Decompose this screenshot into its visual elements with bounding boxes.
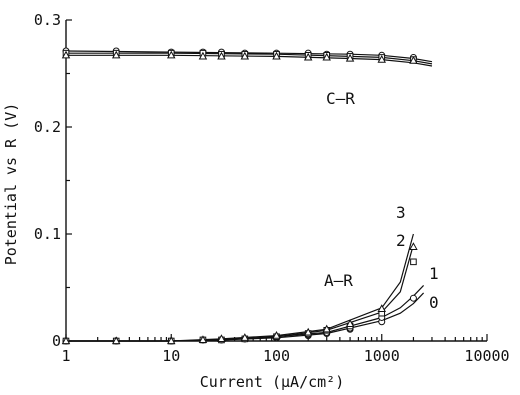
x-tick-label: 1000 bbox=[364, 347, 400, 365]
x-tick-label: 10 bbox=[162, 347, 180, 365]
curves bbox=[65, 50, 433, 342]
x-tick-label: 10000 bbox=[464, 347, 509, 365]
ar-point-3 bbox=[167, 336, 176, 345]
curve-label-2: 2 bbox=[396, 231, 406, 250]
cr-point-2 bbox=[240, 51, 250, 60]
ar-curve-2 bbox=[66, 244, 414, 342]
y-tick-label: 0.2 bbox=[34, 118, 61, 136]
ar-curve-1 bbox=[66, 284, 425, 342]
cr-point-2 bbox=[217, 51, 226, 60]
x-tick-label: 100 bbox=[263, 347, 290, 365]
cr-point-2 bbox=[111, 50, 121, 59]
ar-point-3 bbox=[272, 331, 281, 339]
labels: Current (µA/cm²) Potential vs R (V) C–R … bbox=[2, 89, 439, 391]
ar-point-2 bbox=[410, 258, 417, 266]
ar-point-3 bbox=[322, 324, 331, 333]
annotation-cr: C–R bbox=[326, 89, 355, 108]
ar-point-3 bbox=[217, 334, 226, 342]
x-axis-label: Current (µA/cm²) bbox=[200, 373, 345, 391]
ar-point-3 bbox=[409, 242, 418, 250]
curve-label-3: 3 bbox=[396, 203, 406, 222]
ar-point-3 bbox=[345, 319, 355, 327]
cr-point-2 bbox=[345, 53, 355, 62]
x-tick-label: 1 bbox=[61, 347, 70, 365]
ar-point-0 bbox=[409, 294, 417, 302]
annotation-ar: A–R bbox=[324, 271, 353, 290]
y-tick-label: 0.3 bbox=[34, 11, 61, 29]
cr-point-2 bbox=[409, 56, 418, 64]
ar-point-3 bbox=[377, 304, 386, 312]
y-axis-label: Potential vs R (V) bbox=[2, 103, 20, 266]
curve-label-1: 1 bbox=[429, 264, 439, 283]
cr-point-2 bbox=[272, 51, 281, 60]
cr-point-2 bbox=[167, 50, 176, 59]
y-tick-label: 0.1 bbox=[34, 225, 61, 243]
y-tick-label: 0 bbox=[52, 332, 61, 350]
ar-curve-3 bbox=[66, 233, 414, 342]
data-points bbox=[61, 47, 418, 345]
ar-point-3 bbox=[61, 336, 71, 345]
ar-point-3 bbox=[240, 333, 250, 341]
ar-point-3 bbox=[111, 336, 121, 345]
cr-point-2 bbox=[303, 52, 313, 61]
ar-point-3 bbox=[198, 335, 208, 344]
curve-label-0: 0 bbox=[429, 293, 439, 312]
cr-point-2 bbox=[322, 52, 331, 61]
cr-point-2 bbox=[61, 50, 71, 59]
cr-point-2 bbox=[198, 51, 208, 60]
cr-point-2 bbox=[377, 54, 386, 63]
ar-point-3 bbox=[303, 327, 313, 336]
